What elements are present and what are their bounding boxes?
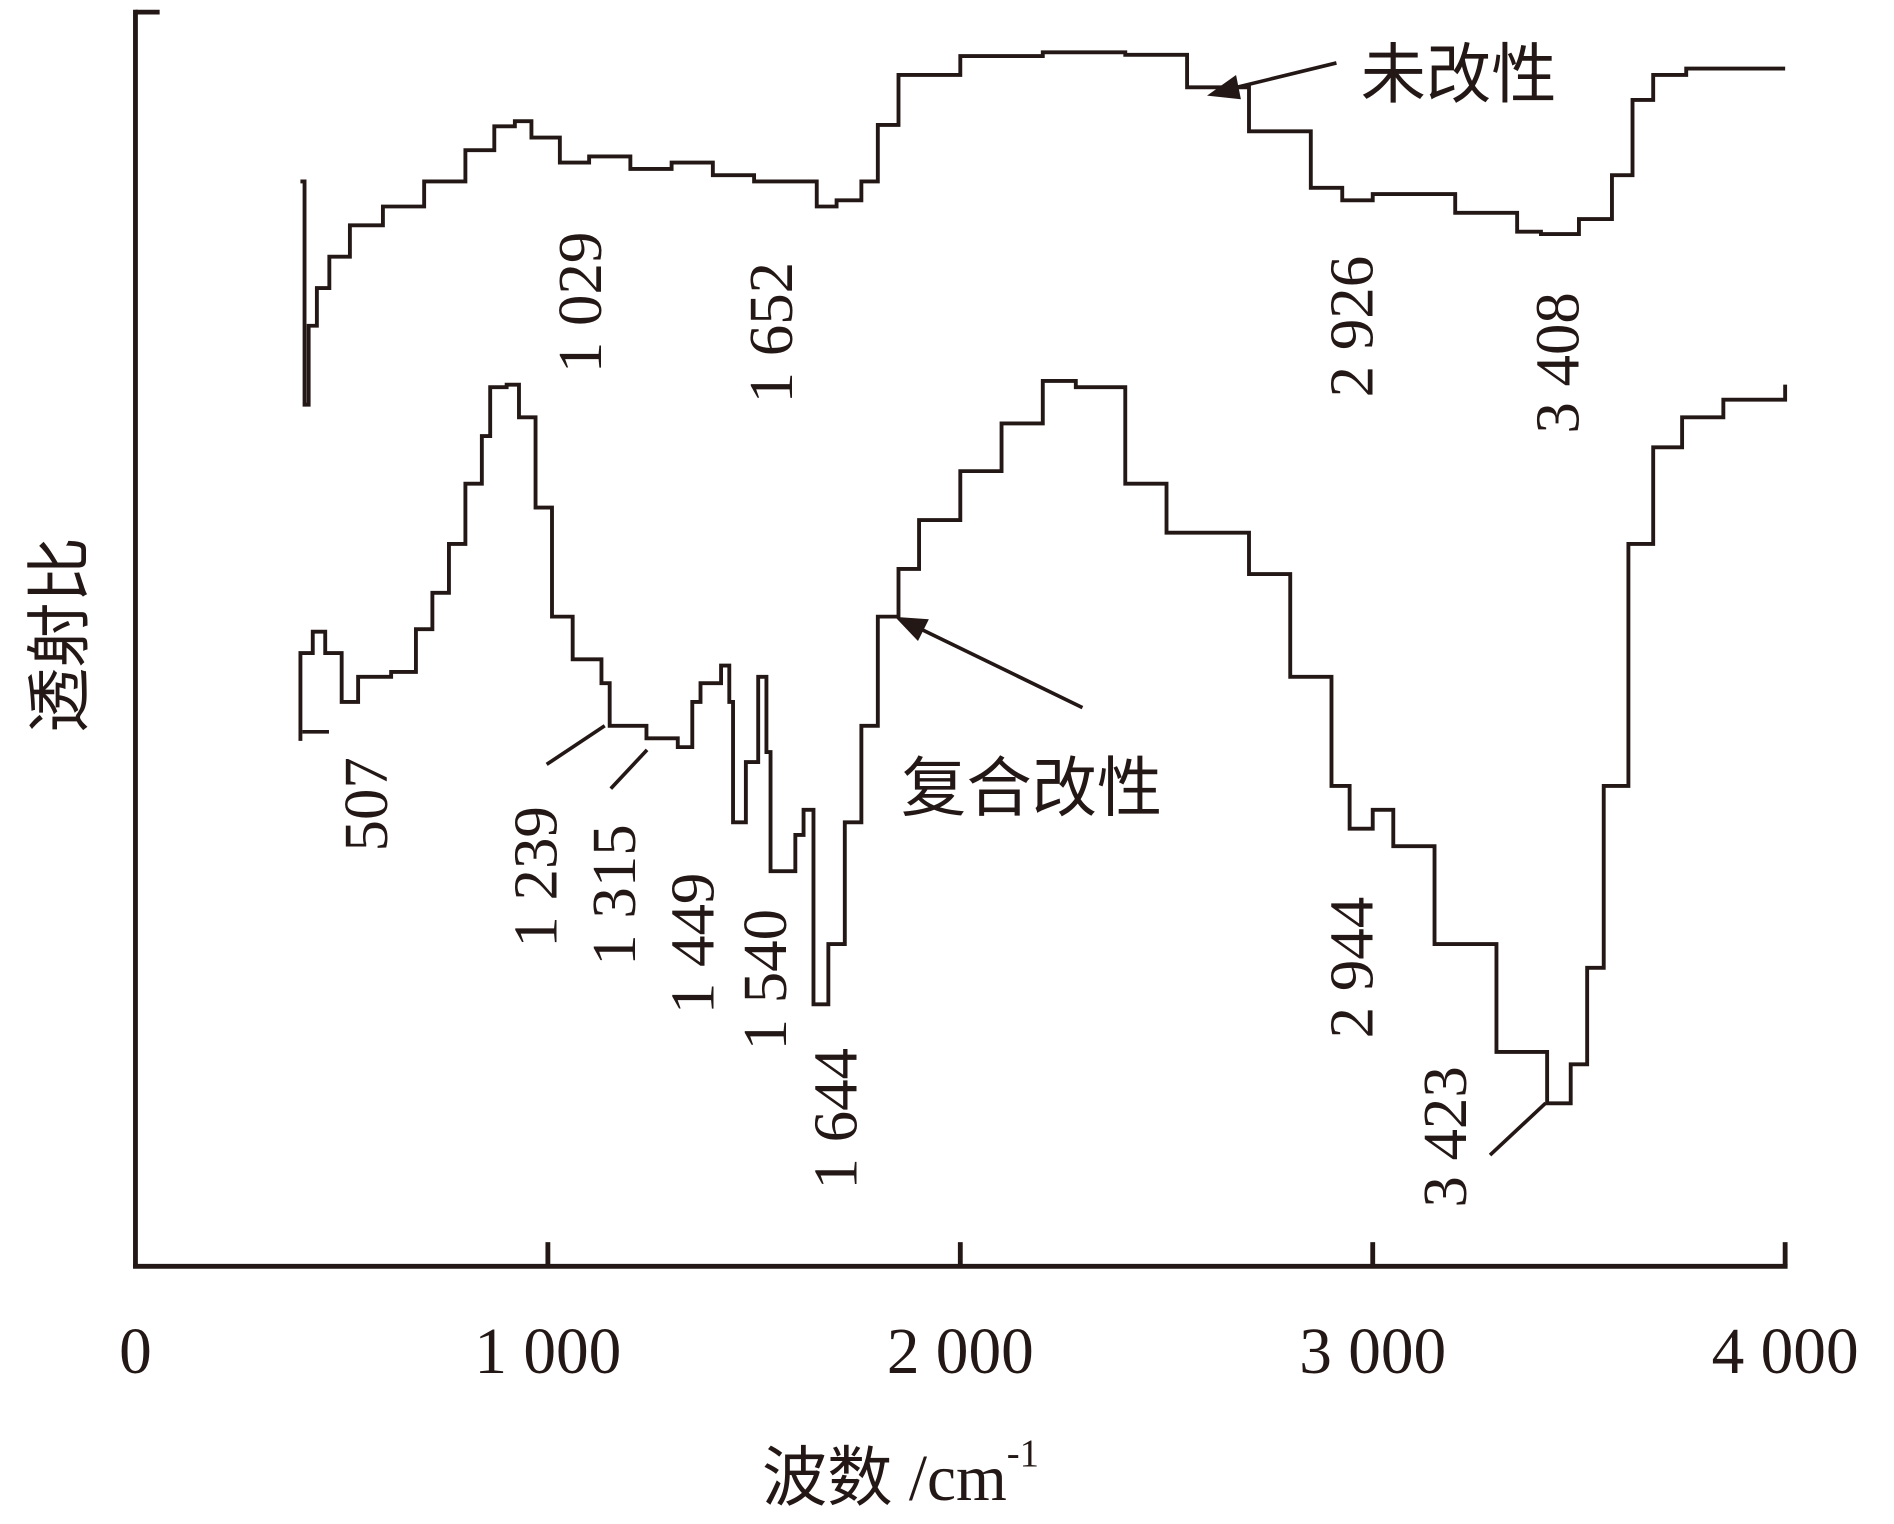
x-axis-label: 波数 /cm-1 (762, 1433, 1039, 1515)
x-tick-label: 0 (119, 1316, 152, 1388)
x-tick-label: 1 000 (474, 1316, 621, 1388)
peak-label: 1 652 (736, 262, 806, 403)
peak-label: 2 944 (1317, 897, 1387, 1038)
peak-label: 3 408 (1522, 292, 1592, 433)
peak-label: 3 423 (1410, 1066, 1480, 1207)
peak-label: 1 449 (658, 873, 728, 1014)
series-line-unmodified (300, 50, 1786, 407)
leader-line (1488, 1101, 1547, 1157)
y-axis-label: 透射比 (25, 537, 97, 733)
series-label-composite: 复合改性 (901, 753, 1162, 825)
peak-label: 507 (331, 757, 401, 851)
x-tick-label: 3 000 (1299, 1316, 1446, 1388)
x-tick-label: 2 000 (887, 1316, 1034, 1388)
peak-label: 2 926 (1317, 256, 1387, 397)
series-label-unmodified: 未改性 (1361, 40, 1557, 112)
series-line-composite-modified (298, 378, 1788, 1106)
leader-line (609, 748, 649, 790)
peak-label: 1 540 (730, 909, 800, 1050)
peak-label: 1 029 (545, 232, 615, 373)
peak-label: 1 644 (800, 1048, 870, 1189)
leader-line (545, 724, 606, 766)
x-tick-label: 4 000 (1712, 1316, 1859, 1388)
arrowhead-icon (1207, 75, 1241, 100)
arrow-composite (914, 624, 1084, 710)
peak-label: 1 239 (500, 806, 570, 947)
arrow-unmodified (1227, 61, 1337, 92)
arrowhead-icon (894, 616, 929, 642)
peak-label: 1 315 (579, 824, 649, 965)
